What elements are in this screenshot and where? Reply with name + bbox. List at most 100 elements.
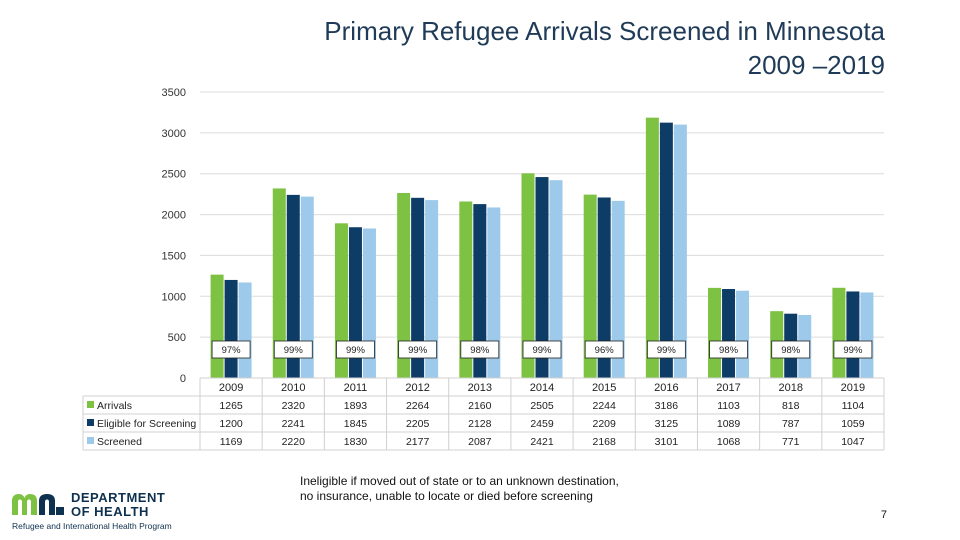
bar (459, 201, 473, 378)
table-cell: 2168 (593, 436, 617, 448)
bar (521, 173, 535, 378)
x-tick-label: 2010 (281, 382, 305, 394)
table-cell: 2505 (530, 400, 554, 412)
bar (722, 289, 736, 378)
department-name: DEPARTMENT OF HEALTH (71, 491, 165, 519)
percent-label-box (273, 340, 313, 359)
program-name: Refugee and International Health Program (12, 521, 172, 531)
percent-label: 98% (719, 345, 739, 356)
percent-label: 98% (470, 345, 490, 356)
percent-label: 99% (346, 345, 366, 356)
chart-title: Primary Refugee Arrivals Screened in Min… (324, 14, 885, 82)
table-cell: 2160 (468, 400, 492, 412)
footnote: Ineligible if moved out of state or to a… (300, 474, 619, 504)
bar (238, 282, 252, 378)
bar (673, 124, 687, 378)
y-tick-label: 2000 (162, 210, 186, 222)
y-tick-label: 3000 (162, 128, 186, 140)
bar (224, 279, 238, 378)
table-cell: 1103 (717, 400, 740, 412)
x-tick-label: 2014 (530, 382, 554, 394)
y-tick-label: 1000 (162, 291, 186, 303)
table-cell: 787 (782, 418, 800, 430)
percent-label-box (833, 340, 873, 359)
bar (708, 287, 722, 378)
table-cell: 3186 (655, 400, 679, 412)
x-tick-label: 2017 (716, 382, 740, 394)
percent-label-box (336, 340, 375, 359)
percent-label-box (771, 340, 811, 359)
table-cell: 1169 (220, 436, 243, 448)
percent-label-box (211, 340, 251, 359)
percent-label: 99% (532, 345, 552, 356)
legend-label: Arrivals (97, 400, 132, 412)
bar (860, 292, 874, 378)
table-cell: 1059 (841, 418, 865, 430)
bar (272, 188, 286, 378)
table-cell: 818 (782, 400, 800, 412)
bar (348, 227, 362, 378)
x-tick-label: 2019 (841, 382, 865, 394)
table-cell: 1089 (717, 418, 741, 430)
bar (645, 117, 659, 378)
table-cell: 2209 (593, 418, 617, 430)
bar (583, 194, 597, 378)
bar (210, 274, 224, 378)
y-tick-label: 0 (180, 373, 186, 385)
bar (659, 122, 673, 379)
chart-title-line1: Primary Refugee Arrivals Screened in Min… (324, 16, 885, 46)
table-cell: 1893 (344, 400, 368, 412)
bar (411, 197, 425, 378)
table-cell: 2320 (282, 400, 306, 412)
percent-label-box (522, 340, 562, 359)
table-cell: 2244 (593, 400, 617, 412)
percent-label: 99% (657, 345, 677, 356)
x-tick-label: 2012 (405, 382, 429, 394)
bar (425, 200, 439, 378)
table-cell: 1068 (717, 436, 741, 448)
legend-label: Screened (97, 436, 142, 448)
table-cell: 3125 (655, 418, 679, 430)
percent-label-box (646, 340, 686, 359)
percent-label-box (584, 340, 624, 359)
table-cell: 1845 (344, 418, 368, 430)
bar (300, 196, 314, 378)
y-tick-label: 1500 (162, 250, 186, 262)
bar (832, 287, 846, 378)
y-tick-label: 2500 (162, 169, 186, 181)
percent-label-box (398, 340, 438, 359)
page-number: 7 (880, 509, 887, 521)
table-cell: 2421 (530, 436, 554, 448)
table-cell: 1200 (219, 418, 243, 430)
percent-label-box (709, 340, 748, 359)
chart: 0 500 1000 1500 2000 2500 3000 3500 97% 99% 99% 99%… (82, 87, 885, 451)
department-of-health-logo: DEPARTMENT OF HEALTH Refugee and Interna… (10, 491, 175, 536)
table-cell: 2177 (406, 436, 430, 448)
percent-label: 99% (843, 345, 863, 356)
table-cell: 2264 (406, 400, 430, 412)
chart-title-line2: 2009 –2019 (747, 50, 885, 80)
bar (549, 180, 563, 378)
percent-label: 99% (284, 345, 304, 356)
bar (535, 177, 549, 378)
bar (846, 291, 860, 378)
percent-label: 96% (595, 345, 615, 356)
bar (597, 197, 611, 378)
table-cell: 2220 (282, 436, 306, 448)
bar (611, 200, 625, 378)
department-line1: DEPARTMENT (71, 490, 166, 505)
bar (473, 204, 487, 378)
table-cell: 2087 (468, 436, 492, 448)
bar (487, 207, 501, 378)
legend-swatch (87, 401, 94, 408)
bar (334, 223, 348, 378)
table-cell: 2459 (530, 418, 554, 430)
table-cell: 2205 (406, 418, 430, 430)
bar (736, 290, 750, 378)
bar (286, 194, 300, 378)
x-tick-label: 2016 (654, 382, 678, 394)
table-cell: 771 (782, 436, 800, 448)
x-tick-label: 2015 (592, 382, 616, 394)
table-cell: 1265 (219, 400, 243, 412)
table-cell: 1104 (842, 400, 865, 412)
